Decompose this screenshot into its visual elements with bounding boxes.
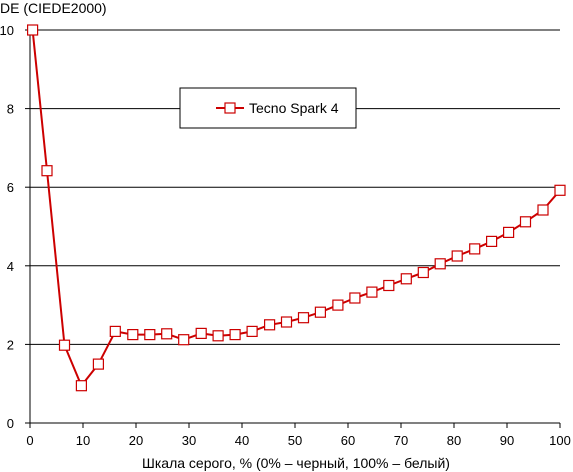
y-tick-label-4: 4: [7, 259, 14, 274]
data-point-20: [366, 286, 378, 298]
x-tick-label-70: 70: [394, 433, 408, 448]
data-point-3: [75, 380, 88, 392]
legend-box: [179, 87, 357, 129]
data-point-23: [417, 266, 429, 279]
data-point-8: [161, 328, 173, 340]
data-point-19: [349, 292, 361, 304]
data-point-29: [519, 216, 532, 228]
data-point-6: [127, 329, 139, 341]
data-point-13: [246, 325, 258, 337]
data-point-15: [280, 316, 293, 328]
x-tick-label-80: 80: [447, 433, 461, 448]
x-tick-labels: 0 10 20 30 40 50 60 70 80 90 100: [26, 433, 570, 448]
y-tick-label-8: 8: [7, 102, 14, 117]
gridlines: [30, 29, 560, 345]
data-point-18: [332, 299, 344, 311]
x-tick-label-30: 30: [182, 433, 196, 448]
x-tick-label-50: 50: [288, 433, 302, 448]
data-point-17: [314, 306, 326, 318]
x-tick-label-10: 10: [76, 433, 90, 448]
y-tick-label-10: 10: [0, 23, 14, 38]
data-point-1: [41, 165, 53, 177]
data-point-10: [195, 327, 207, 339]
x-axis-title: Шкала серого, % (0% – черный, 100% – бел…: [142, 455, 450, 471]
legend: Tecno Spark 4: [179, 87, 357, 129]
x-tick-label-60: 60: [341, 433, 355, 448]
data-point-16: [297, 312, 310, 324]
x-tick-label-20: 20: [129, 433, 143, 448]
data-point-21: [383, 279, 395, 292]
data-point-28: [503, 226, 515, 238]
data-point-2: [58, 339, 71, 351]
y-tick-label-6: 6: [7, 180, 14, 195]
data-point-0: [27, 24, 39, 36]
data-point-25: [451, 250, 463, 262]
data-point-5: [109, 325, 121, 337]
data-point-22: [400, 273, 412, 285]
data-point-31: [554, 184, 566, 196]
y-axis-title: DE (CIEDE2000): [0, 0, 107, 16]
legend-marker: [224, 102, 236, 114]
x-tick-label-90: 90: [500, 433, 514, 448]
data-point-12: [229, 329, 241, 341]
axes: [25, 29, 561, 428]
data-point-27: [486, 235, 498, 247]
y-tick-label-0: 0: [7, 416, 14, 431]
data-point-7: [144, 329, 156, 341]
series-tecno-spark-4: [27, 24, 566, 392]
data-point-30: [537, 204, 549, 216]
data-point-11: [212, 330, 224, 342]
x-tick-label-40: 40: [235, 433, 249, 448]
data-point-26: [469, 243, 481, 255]
legend-label: Tecno Spark 4: [249, 100, 339, 116]
y-tick-labels: 0 2 4 6 8 10: [0, 23, 14, 431]
data-point-4: [92, 358, 105, 370]
x-tick-label-100: 100: [549, 433, 571, 448]
data-point-14: [264, 319, 276, 331]
data-point-24: [434, 258, 446, 270]
x-tick-label-0: 0: [26, 433, 33, 448]
y-tick-label-2: 2: [7, 337, 14, 352]
data-point-9: [178, 334, 190, 346]
